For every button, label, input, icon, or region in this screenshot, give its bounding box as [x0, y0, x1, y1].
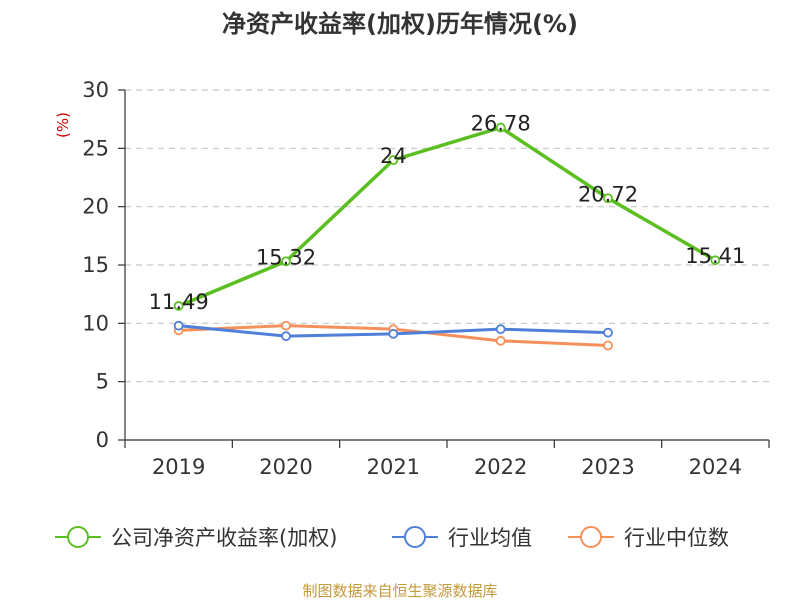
point-s0-2019 [173, 301, 184, 311]
point-s0-2024 [710, 255, 721, 266]
legend-marker-1 [404, 526, 426, 548]
data-label-2024: 15.41 [685, 244, 745, 268]
x-tick-label-2019: 2019 [152, 455, 205, 479]
y-tick-label-30: 30 [82, 78, 109, 102]
y-tick-label-5: 5 [96, 370, 109, 394]
y-tick-label-10: 10 [82, 311, 109, 335]
x-tick-label-2024: 2024 [689, 455, 742, 479]
x-tick-label-2023: 2023 [581, 455, 634, 479]
legend-label-2: 行业中位数 [624, 526, 729, 550]
y-axis-unit-label: (%) [54, 112, 72, 138]
x-tick-label-2021: 2021 [367, 455, 420, 479]
data-label-2023: 20.72 [578, 182, 638, 206]
x-tick-label-2020: 2020 [259, 455, 312, 479]
y-tick-label-0: 0 [96, 428, 109, 452]
point-s1-2023 [603, 327, 613, 338]
legend-label-0: 公司净资产收益率(加权) [111, 526, 337, 550]
source-note: 制图数据来自恒生聚源数据库 [302, 582, 497, 600]
axes: 0 5 10 15 20 25 30 2019 2020 2021 2022 2023 2024 [82, 78, 770, 479]
x-tick-label-2022: 2022 [474, 455, 527, 479]
y-tick-label-20: 20 [82, 195, 109, 219]
point-s0-2021 [388, 155, 399, 165]
point-s2-2020 [281, 320, 291, 331]
grid-lines [125, 89, 769, 383]
point-s0-2022 [495, 122, 506, 133]
legend-marker-0 [67, 526, 89, 548]
legend-label-1: 行业均值 [448, 526, 532, 550]
point-s1-2021 [388, 328, 399, 339]
data-label-2021: 24 [380, 144, 407, 168]
point-s1-2022 [495, 324, 506, 335]
point-s0-2023 [603, 193, 613, 204]
legend: 公司净资产收益率(加权) 行业均值 行业中位数 [55, 526, 729, 550]
data-label-2019: 11.49 [149, 290, 209, 314]
point-s0-2020 [281, 256, 291, 267]
y-tick-label-15: 15 [82, 253, 109, 277]
point-s1-2019 [173, 320, 184, 331]
chart-title: 净资产收益率(加权)历年情况(%) [222, 10, 578, 38]
data-label-2022: 26.78 [471, 112, 531, 136]
legend-marker-2 [580, 526, 602, 548]
point-s1-2020 [281, 331, 291, 342]
point-s2-2022 [495, 335, 506, 346]
point-s2-2023 [603, 340, 613, 351]
data-label-2020: 15.32 [256, 245, 316, 269]
y-tick-label-25: 25 [82, 136, 109, 160]
series-line-0 [176, 125, 718, 308]
series-layer [173, 122, 721, 351]
data-labels: 11.49 15.32 24 26.78 20.72 15.41 [149, 112, 746, 314]
